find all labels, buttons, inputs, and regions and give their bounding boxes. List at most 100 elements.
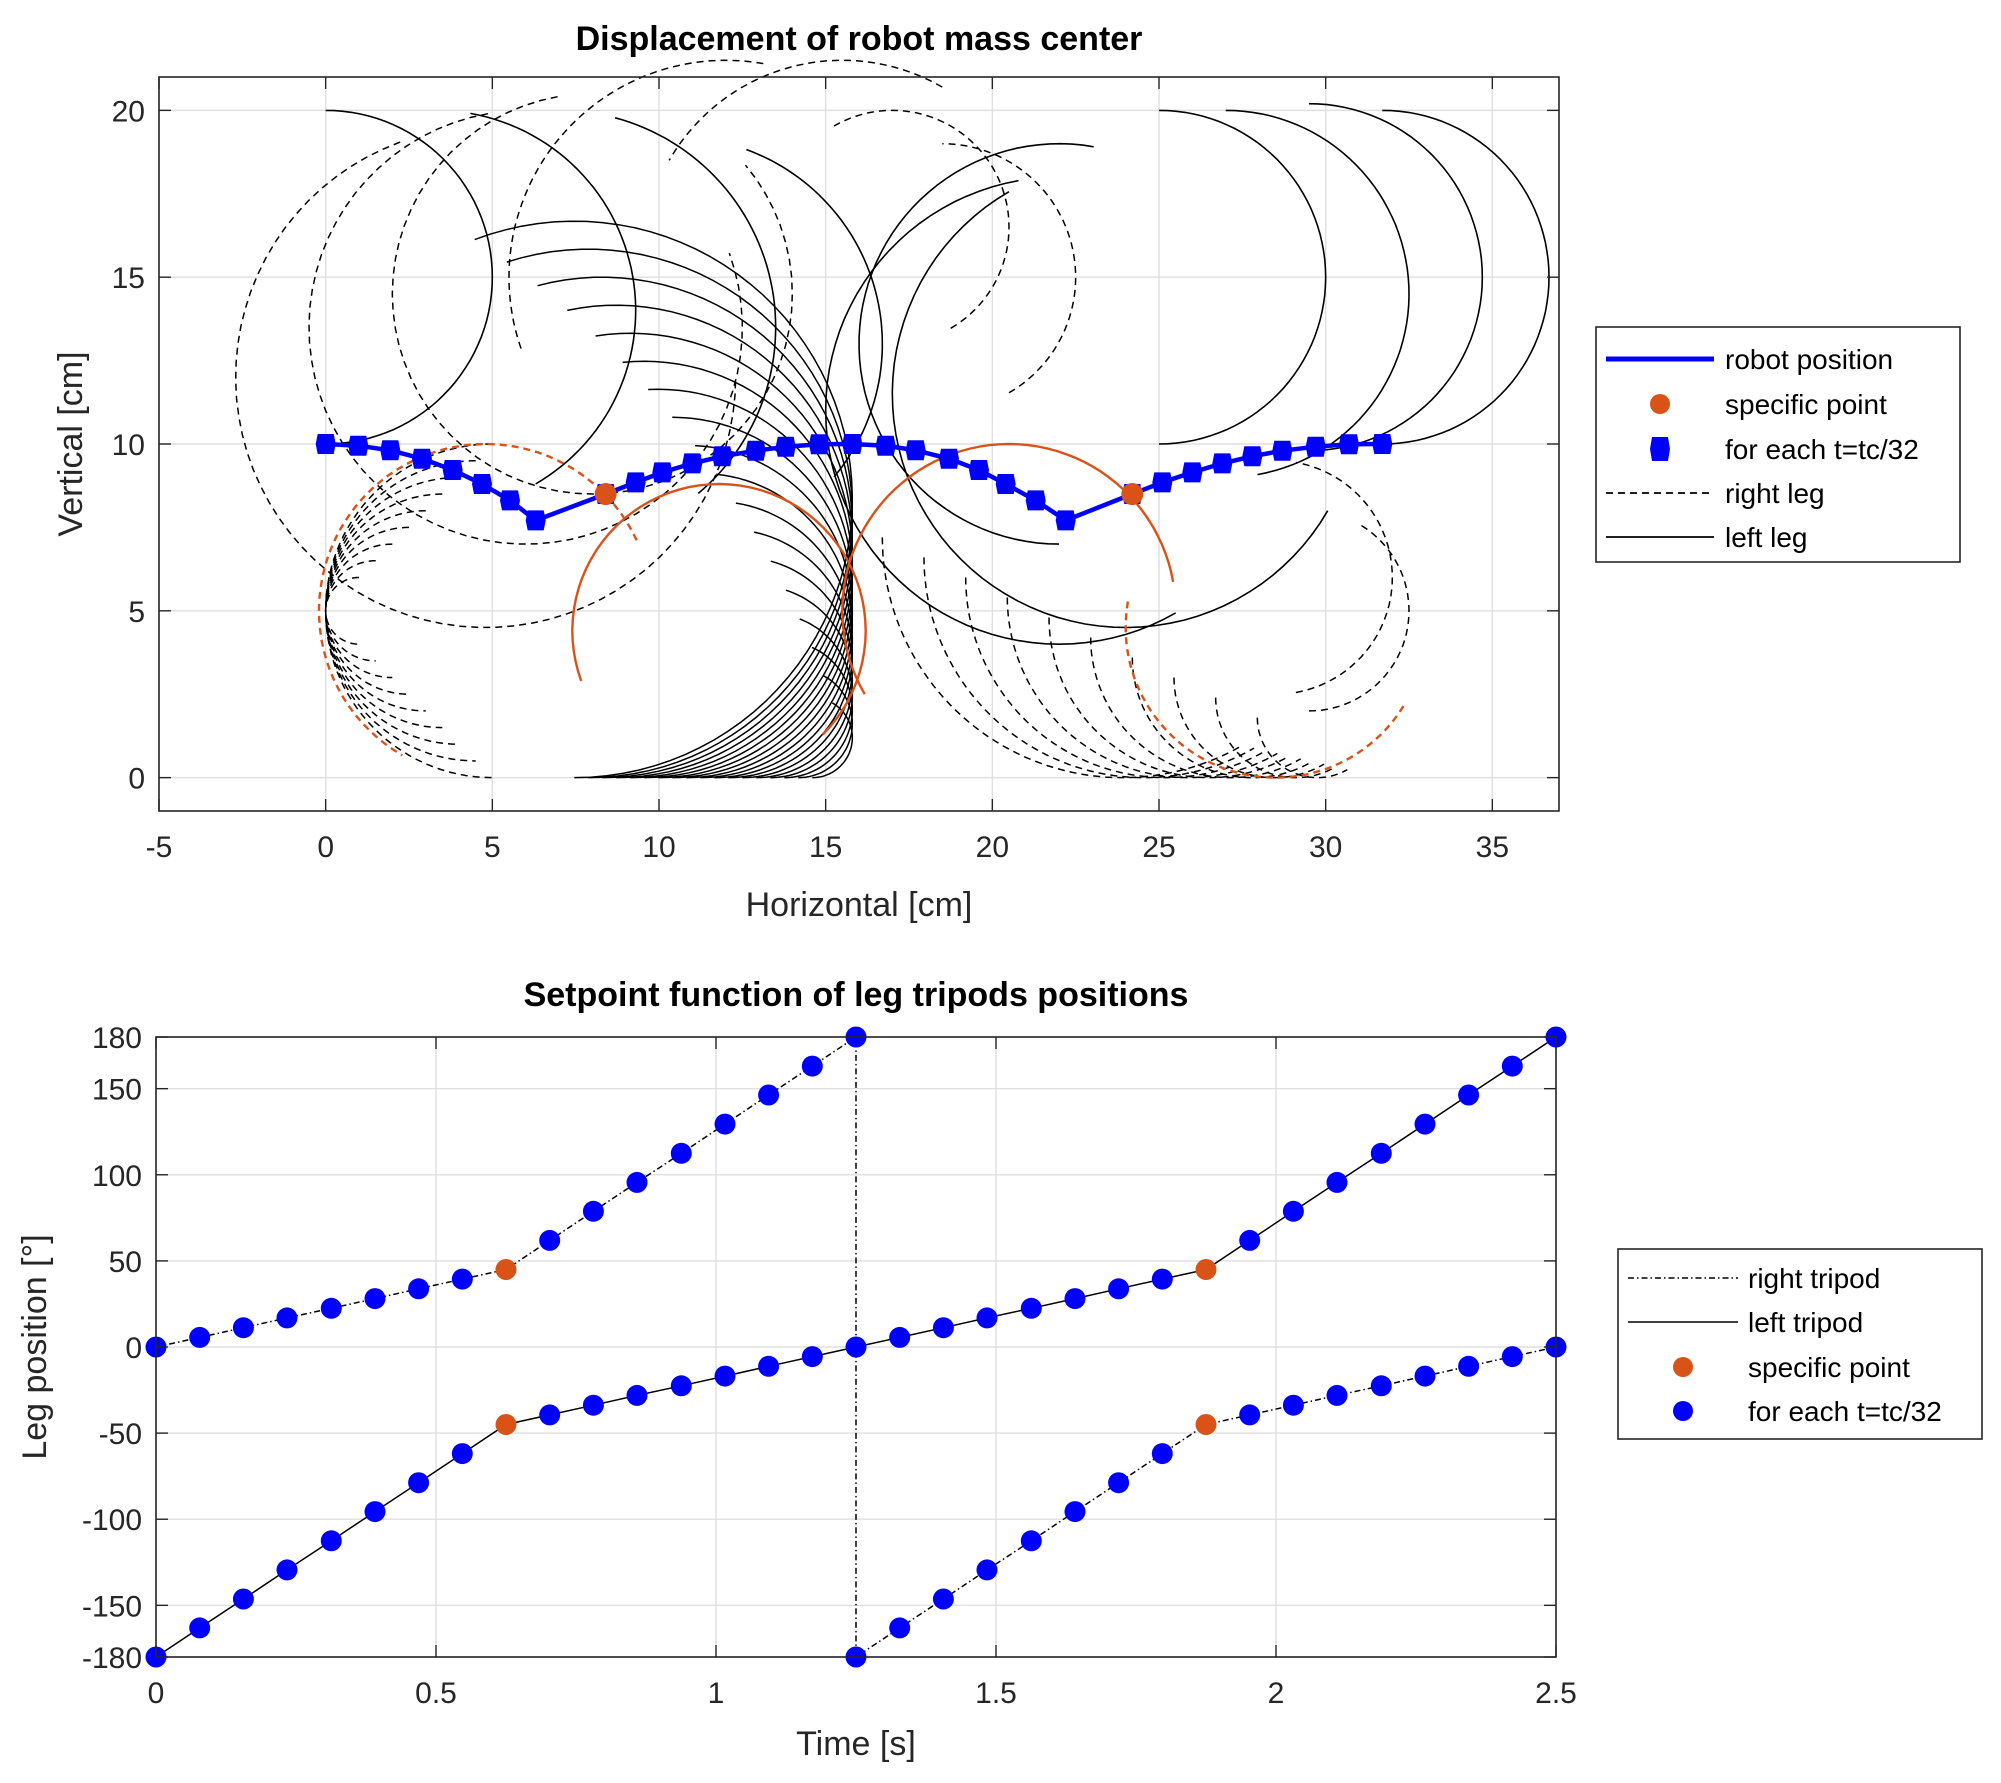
left-tripod-marker [364, 1501, 386, 1523]
left-leg-arc [812, 702, 854, 779]
robot-position-marker [939, 448, 959, 469]
left-tripod-marker [1108, 1278, 1130, 1300]
right-tripod-marker [670, 1142, 692, 1164]
chart2-x-tick-label: 2 [1268, 1677, 1285, 1710]
robot-position-marker [745, 440, 766, 461]
chart1-title: Displacement of robot mass center [576, 20, 1143, 58]
robot-position-marker [875, 435, 896, 456]
left-tripod-marker [932, 1317, 954, 1339]
left-tripod-marker [758, 1355, 780, 1377]
specific-point-marker [1121, 483, 1144, 506]
right-tripod-line [155, 1035, 1557, 1659]
chart2-y-tick-label: 50 [109, 1246, 142, 1279]
left-leg-arc [714, 502, 854, 779]
right-leg-arc [1214, 697, 1337, 779]
right-tripod-marker [1239, 1404, 1261, 1426]
specific-point-marker [495, 1414, 517, 1435]
right-leg-arc [923, 557, 1255, 779]
right-leg-arc [1048, 617, 1290, 779]
right-leg-arc [942, 142, 1077, 394]
right-tripod-marker [276, 1307, 298, 1329]
robot-position-marker [442, 460, 463, 480]
left-tripod-marker [408, 1472, 430, 1494]
robot-position-marker [500, 490, 520, 511]
right-leg-arc [324, 443, 493, 779]
right-tripod-marker [539, 1229, 561, 1251]
left-tripod-marker [582, 1394, 604, 1416]
left-tripod-marker [276, 1559, 298, 1581]
legend-label-robot-position: robot position [1725, 344, 1893, 375]
robot-position-marker [525, 510, 546, 531]
chart1-x-tick-label: 30 [1309, 831, 1342, 864]
right-leg-arc [1131, 657, 1313, 779]
right-tripod-marker [1326, 1384, 1348, 1406]
robot-position-marker [1055, 510, 1076, 531]
left-tripod-marker [1414, 1113, 1436, 1135]
robot-position-marker [1242, 446, 1263, 467]
setpoint-chart: 0 0.5 1 1.5 2 2.5 -180 -150 -100 -50 0 50 100 150 180… [16, 976, 1983, 1763]
right-tripod-marker [189, 1326, 211, 1348]
chart2-x-axis-label: Time [s] [796, 1725, 916, 1763]
robot-position-marker [1272, 440, 1293, 461]
chart2-y-tick-label: 0 [125, 1332, 142, 1365]
chart2-y-tick-label: -150 [82, 1590, 142, 1623]
legend-label-each-t: for each t=tc/32 [1725, 434, 1919, 465]
left-tripod-marker [232, 1588, 254, 1610]
robot-position-marker [969, 460, 989, 480]
specific-leg-arc [571, 482, 867, 736]
right-leg-arc [833, 109, 1010, 329]
right-leg-arc [324, 459, 476, 762]
right-tripod-marker [889, 1617, 911, 1639]
left-tripod-marker [714, 1365, 736, 1387]
chart1-y-tick-label: 10 [112, 429, 145, 462]
robot-position-marker [712, 446, 733, 467]
robot-position-marker [995, 474, 1016, 494]
right-leg-arc [1295, 461, 1394, 694]
left-tripod-marker [1282, 1200, 1304, 1222]
chart1-x-ticks: -5 0 5 10 15 20 25 30 35 [146, 77, 1509, 864]
legend-label-specific-point: specific point [1748, 1352, 1910, 1383]
left-leg-arc [798, 674, 854, 779]
right-tripod-marker [1151, 1443, 1173, 1465]
specific-leg-arc [317, 442, 638, 757]
legend-each-t-marker [1650, 437, 1670, 461]
chart1-x-tick-label: 15 [809, 831, 842, 864]
chart1-x-tick-label: 35 [1476, 831, 1509, 864]
chart1-leg-arcs [234, 59, 1550, 779]
legend-specific-point-marker [1650, 394, 1670, 414]
robot-position-marker [1152, 472, 1173, 493]
specific-point-marker [495, 1259, 517, 1280]
robot-position-marker [472, 474, 492, 494]
robot-position-marker [412, 448, 432, 469]
left-tripod-marker [1326, 1171, 1348, 1193]
chart2-legend: right tripod left tripod specific point … [1617, 1248, 1983, 1440]
chart1-series [315, 434, 1393, 531]
left-tripod-marker [539, 1404, 561, 1426]
left-tripod-marker [801, 1346, 823, 1368]
right-tripod-marker [1020, 1530, 1042, 1552]
right-leg-arc [324, 526, 410, 695]
left-tripod-marker [1151, 1268, 1173, 1290]
legend-label-specific-point: specific point [1725, 389, 1887, 420]
left-tripod-marker [1370, 1142, 1392, 1164]
right-tripod-marker [626, 1171, 648, 1193]
right-tripod-marker [758, 1084, 780, 1106]
left-leg-arc [506, 248, 854, 779]
left-leg-arc [325, 109, 494, 445]
right-tripod-marker [1458, 1355, 1480, 1377]
right-tripod-marker [801, 1055, 823, 1077]
right-tripod-marker [451, 1268, 473, 1290]
chart1-legend: robot position specific point for each t… [1595, 326, 1961, 563]
robot-position-marker [1372, 434, 1393, 454]
left-leg-arc [1308, 102, 1484, 452]
left-leg-arc [1225, 109, 1410, 476]
right-tripod-marker [1501, 1346, 1523, 1368]
right-leg-arc [324, 543, 393, 679]
robot-position-marker [348, 435, 369, 456]
right-tripod-marker [932, 1588, 954, 1610]
specific-point-marker [594, 483, 617, 506]
right-tripod-marker [714, 1113, 736, 1135]
robot-position-marker [625, 472, 646, 493]
chart2-x-tick-label: 1.5 [975, 1677, 1017, 1710]
robot-position-marker [1025, 490, 1046, 511]
